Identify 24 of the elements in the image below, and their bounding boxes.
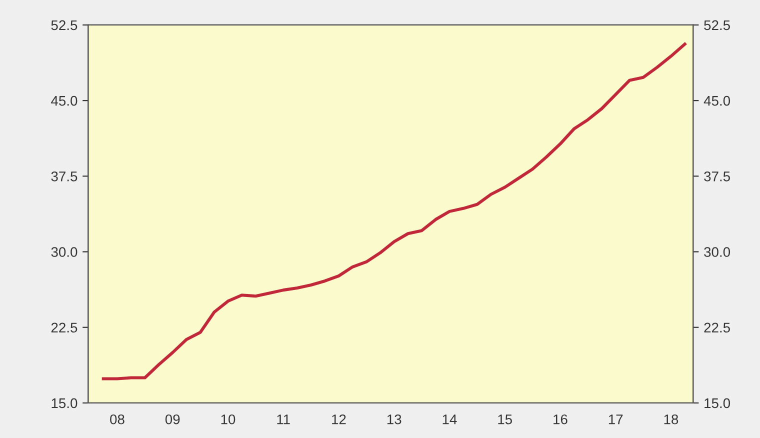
y2-tick-label: 15.0	[704, 398, 730, 408]
y2-tick-label: 37.5	[704, 172, 730, 182]
line-series	[102, 42, 686, 380]
y2-tick-label: 52.5	[704, 20, 730, 30]
y2-tick-label: 30.0	[704, 247, 730, 257]
x-tick-label: 08	[110, 414, 124, 424]
x-tick-label: 14	[442, 414, 457, 424]
y-tick-label: 22.5	[51, 322, 78, 333]
x-tick-label: 16	[554, 414, 568, 424]
y-tick-label: 15.0	[52, 398, 78, 408]
y2-tick-label: 45.0	[704, 96, 730, 106]
x-tick-label: 11	[277, 414, 290, 424]
x-tick-label: 09	[165, 414, 180, 424]
x-tick-label: 15	[498, 414, 512, 424]
x-tick-label: 10	[221, 414, 236, 424]
y-tick-label: 37.5	[51, 172, 78, 182]
y-tick-label: 30.0	[51, 247, 78, 257]
y-tick-label: 45.0	[51, 96, 78, 106]
x-tick-label: 17	[608, 414, 623, 424]
x-tick-label: 13	[387, 414, 402, 424]
y-tick-label: 52.5	[51, 20, 78, 30]
x-tick-label: 12	[332, 414, 346, 424]
y2-tick-label: 22.5	[704, 322, 730, 333]
x-tick-label: 18	[664, 414, 678, 424]
